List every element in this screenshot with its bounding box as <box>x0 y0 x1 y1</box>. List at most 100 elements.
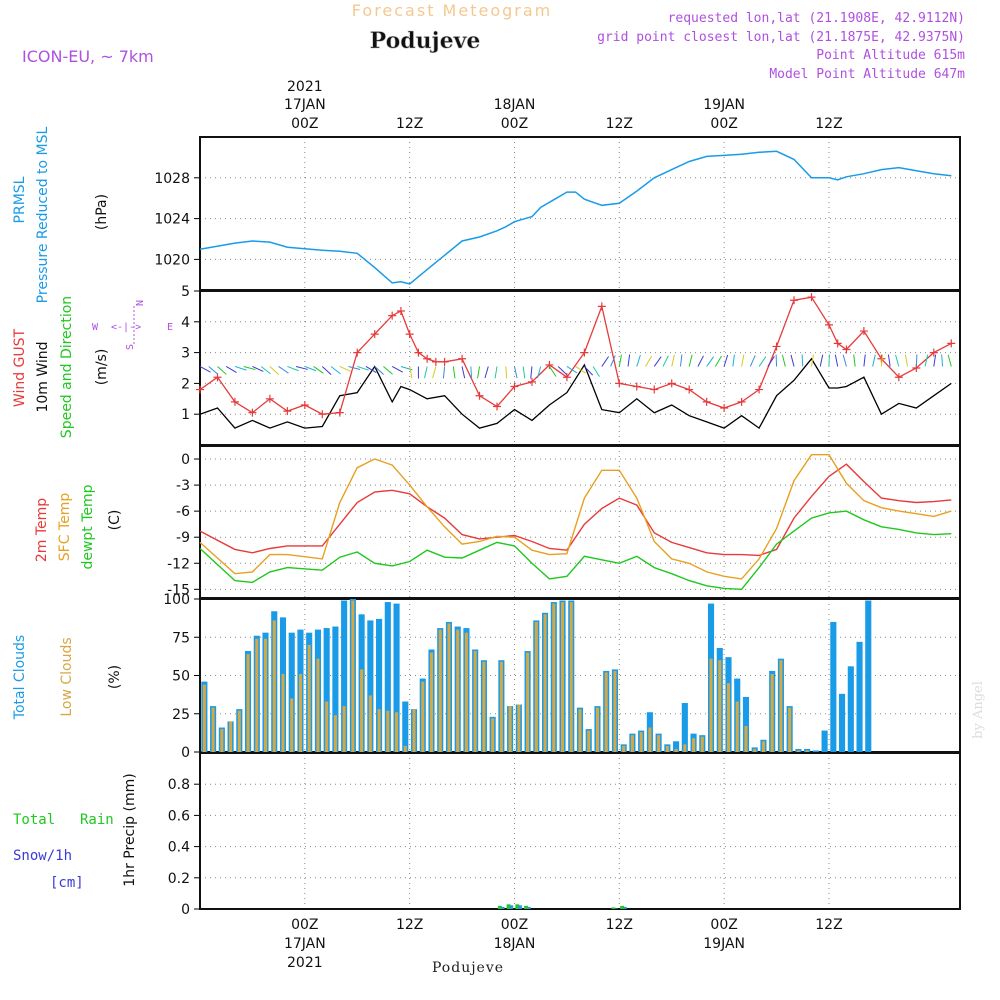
precip-cm-label: [cm] <box>50 875 84 891</box>
wind-arrow-36 <box>513 366 518 379</box>
temp-unit: (C) <box>107 510 123 531</box>
top-time-label-4-2: 00Z <box>710 116 737 132</box>
precip-total-bar-0 <box>500 906 505 909</box>
gust-marker-27 <box>615 379 624 388</box>
pressure-label-2: Pressure Reduced to MSL <box>35 126 51 303</box>
low-cloud-bar-3 <box>229 721 233 752</box>
precip-ytick-label-2: 0.4 <box>168 840 190 856</box>
wind-10m-label: 10m Wind <box>35 341 51 412</box>
bottom-time-label-0-2: 2021 <box>287 955 323 971</box>
gust-marker-33 <box>720 404 729 413</box>
wind-arrow-78 <box>880 354 884 367</box>
gust-marker-5 <box>283 407 292 416</box>
wind-arrow-52 <box>653 356 662 367</box>
gust-marker-22 <box>527 377 536 386</box>
wind-arrow-43 <box>575 366 586 374</box>
total-cloud-bar-71 <box>821 730 828 752</box>
precip-rain-bar-3 <box>524 905 529 909</box>
gust-marker-40 <box>833 339 842 348</box>
gust-marker-0 <box>196 385 204 394</box>
low-cloud-bar-15 <box>333 715 337 752</box>
wind-arrow-19 <box>365 366 377 374</box>
temp-line-2 <box>199 510 952 591</box>
low-cloud-bar-49 <box>630 735 634 752</box>
precip-ytick-label-1: 0.2 <box>168 871 190 887</box>
gust-marker-29 <box>650 385 659 394</box>
total-cloud-bar-70 <box>812 750 819 752</box>
wind-arrow-56 <box>688 354 693 367</box>
wind-arrow-11 <box>295 365 308 370</box>
wind-arrow-65 <box>767 356 775 367</box>
low-cloud-bar-52 <box>657 735 661 752</box>
bottom-time-label-2-1: 18JAN <box>494 936 536 952</box>
low-cloud-bar-64 <box>761 741 765 752</box>
low-cloud-bar-23 <box>403 745 407 752</box>
bottom-time-label-3-0: 12Z <box>606 917 633 933</box>
bottom-time-label-4-0: 00Z <box>710 917 737 933</box>
total-cloud-bar-73 <box>839 693 846 752</box>
wind-gust-label: Wind GUST <box>12 328 28 407</box>
precip-unit: 1hr Precip (mm) <box>122 773 138 886</box>
pressure-ytick-label-1: 1024 <box>154 212 190 228</box>
total-cloud-bar-14 <box>323 628 330 752</box>
low-cloud-bar-27 <box>438 629 442 752</box>
low-clouds-label: Low Clouds <box>59 637 75 716</box>
wind-arrow-40 <box>549 366 557 377</box>
precip-ytick-label-4: 0.8 <box>168 777 190 793</box>
wind-arrow-16 <box>339 366 351 372</box>
low-cloud-bar-50 <box>639 732 643 752</box>
gust-marker-21 <box>510 382 519 391</box>
temp-line-1 <box>199 454 952 580</box>
total-cloud-bar-55 <box>681 703 688 752</box>
low-cloud-bar-40 <box>552 603 556 752</box>
low-cloud-bar-60 <box>726 683 731 752</box>
gust-marker-16 <box>431 357 440 366</box>
wind-arrow-18 <box>357 365 369 371</box>
low-cloud-bar-62 <box>744 725 748 752</box>
wind-arrow-39 <box>537 366 542 379</box>
compass-n: N <box>133 300 144 306</box>
total-cloud-bar-62 <box>742 696 750 752</box>
precip-snow-label: Snow/1h <box>13 848 72 864</box>
wind-arrow-29 <box>452 366 456 379</box>
precip-total-bar-2 <box>518 905 522 909</box>
wind-arrow-68 <box>790 354 795 367</box>
precip-rain-bar-5 <box>620 905 625 909</box>
low-cloud-bar-57 <box>700 736 704 752</box>
wind-speed-line <box>199 357 952 430</box>
gust-marker-37 <box>790 296 799 305</box>
total-cloud-bar-75 <box>856 641 863 752</box>
gust-marker-14 <box>414 348 423 357</box>
top-time-label-3-2: 12Z <box>606 116 633 132</box>
pressure-ytick-label-2: 1028 <box>154 171 190 187</box>
wind-arrow-4 <box>234 365 247 371</box>
total-cloud-bar-76 <box>865 600 872 752</box>
gust-marker-34 <box>737 397 746 406</box>
bottom-time-label-2-0: 00Z <box>501 917 528 933</box>
low-cloud-bar-65 <box>770 673 774 752</box>
low-cloud-bar-21 <box>386 710 390 752</box>
requested-coords: requested lon,lat (21.1908E, 42.9112N) <box>668 11 965 26</box>
wind-arrow-3 <box>225 366 237 374</box>
total-cloud-bar-19 <box>367 620 374 752</box>
temp-ytick-label-4: -3 <box>176 478 190 494</box>
total-cloud-bar-20 <box>376 618 383 752</box>
low-cloud-bar-26 <box>429 652 434 752</box>
low-cloud-bar-38 <box>534 621 538 752</box>
low-cloud-bar-9 <box>281 673 285 752</box>
precip-total-bar-4 <box>614 908 618 909</box>
low-cloud-bar-55 <box>683 744 687 752</box>
gust-marker-19 <box>475 391 484 400</box>
wind-arrow-81 <box>904 354 909 367</box>
precip-total-label: Total <box>13 812 55 828</box>
pressure-side-labels: PRMSL Pressure Reduced to MSL (hPa) <box>12 126 110 303</box>
wind-arrow-82 <box>915 354 918 367</box>
closest-coords: grid point closest lon,lat (21.1875E, 42… <box>597 30 965 45</box>
gust-marker-46 <box>929 348 938 357</box>
point-altitude: Point Altitude 615m <box>816 48 965 63</box>
gust-marker-4 <box>265 394 274 403</box>
wind-arrow-75 <box>853 354 856 367</box>
wind-arrow-41 <box>557 366 568 376</box>
wind-arrow-69 <box>801 354 804 367</box>
wind-arrow-38 <box>530 366 533 379</box>
